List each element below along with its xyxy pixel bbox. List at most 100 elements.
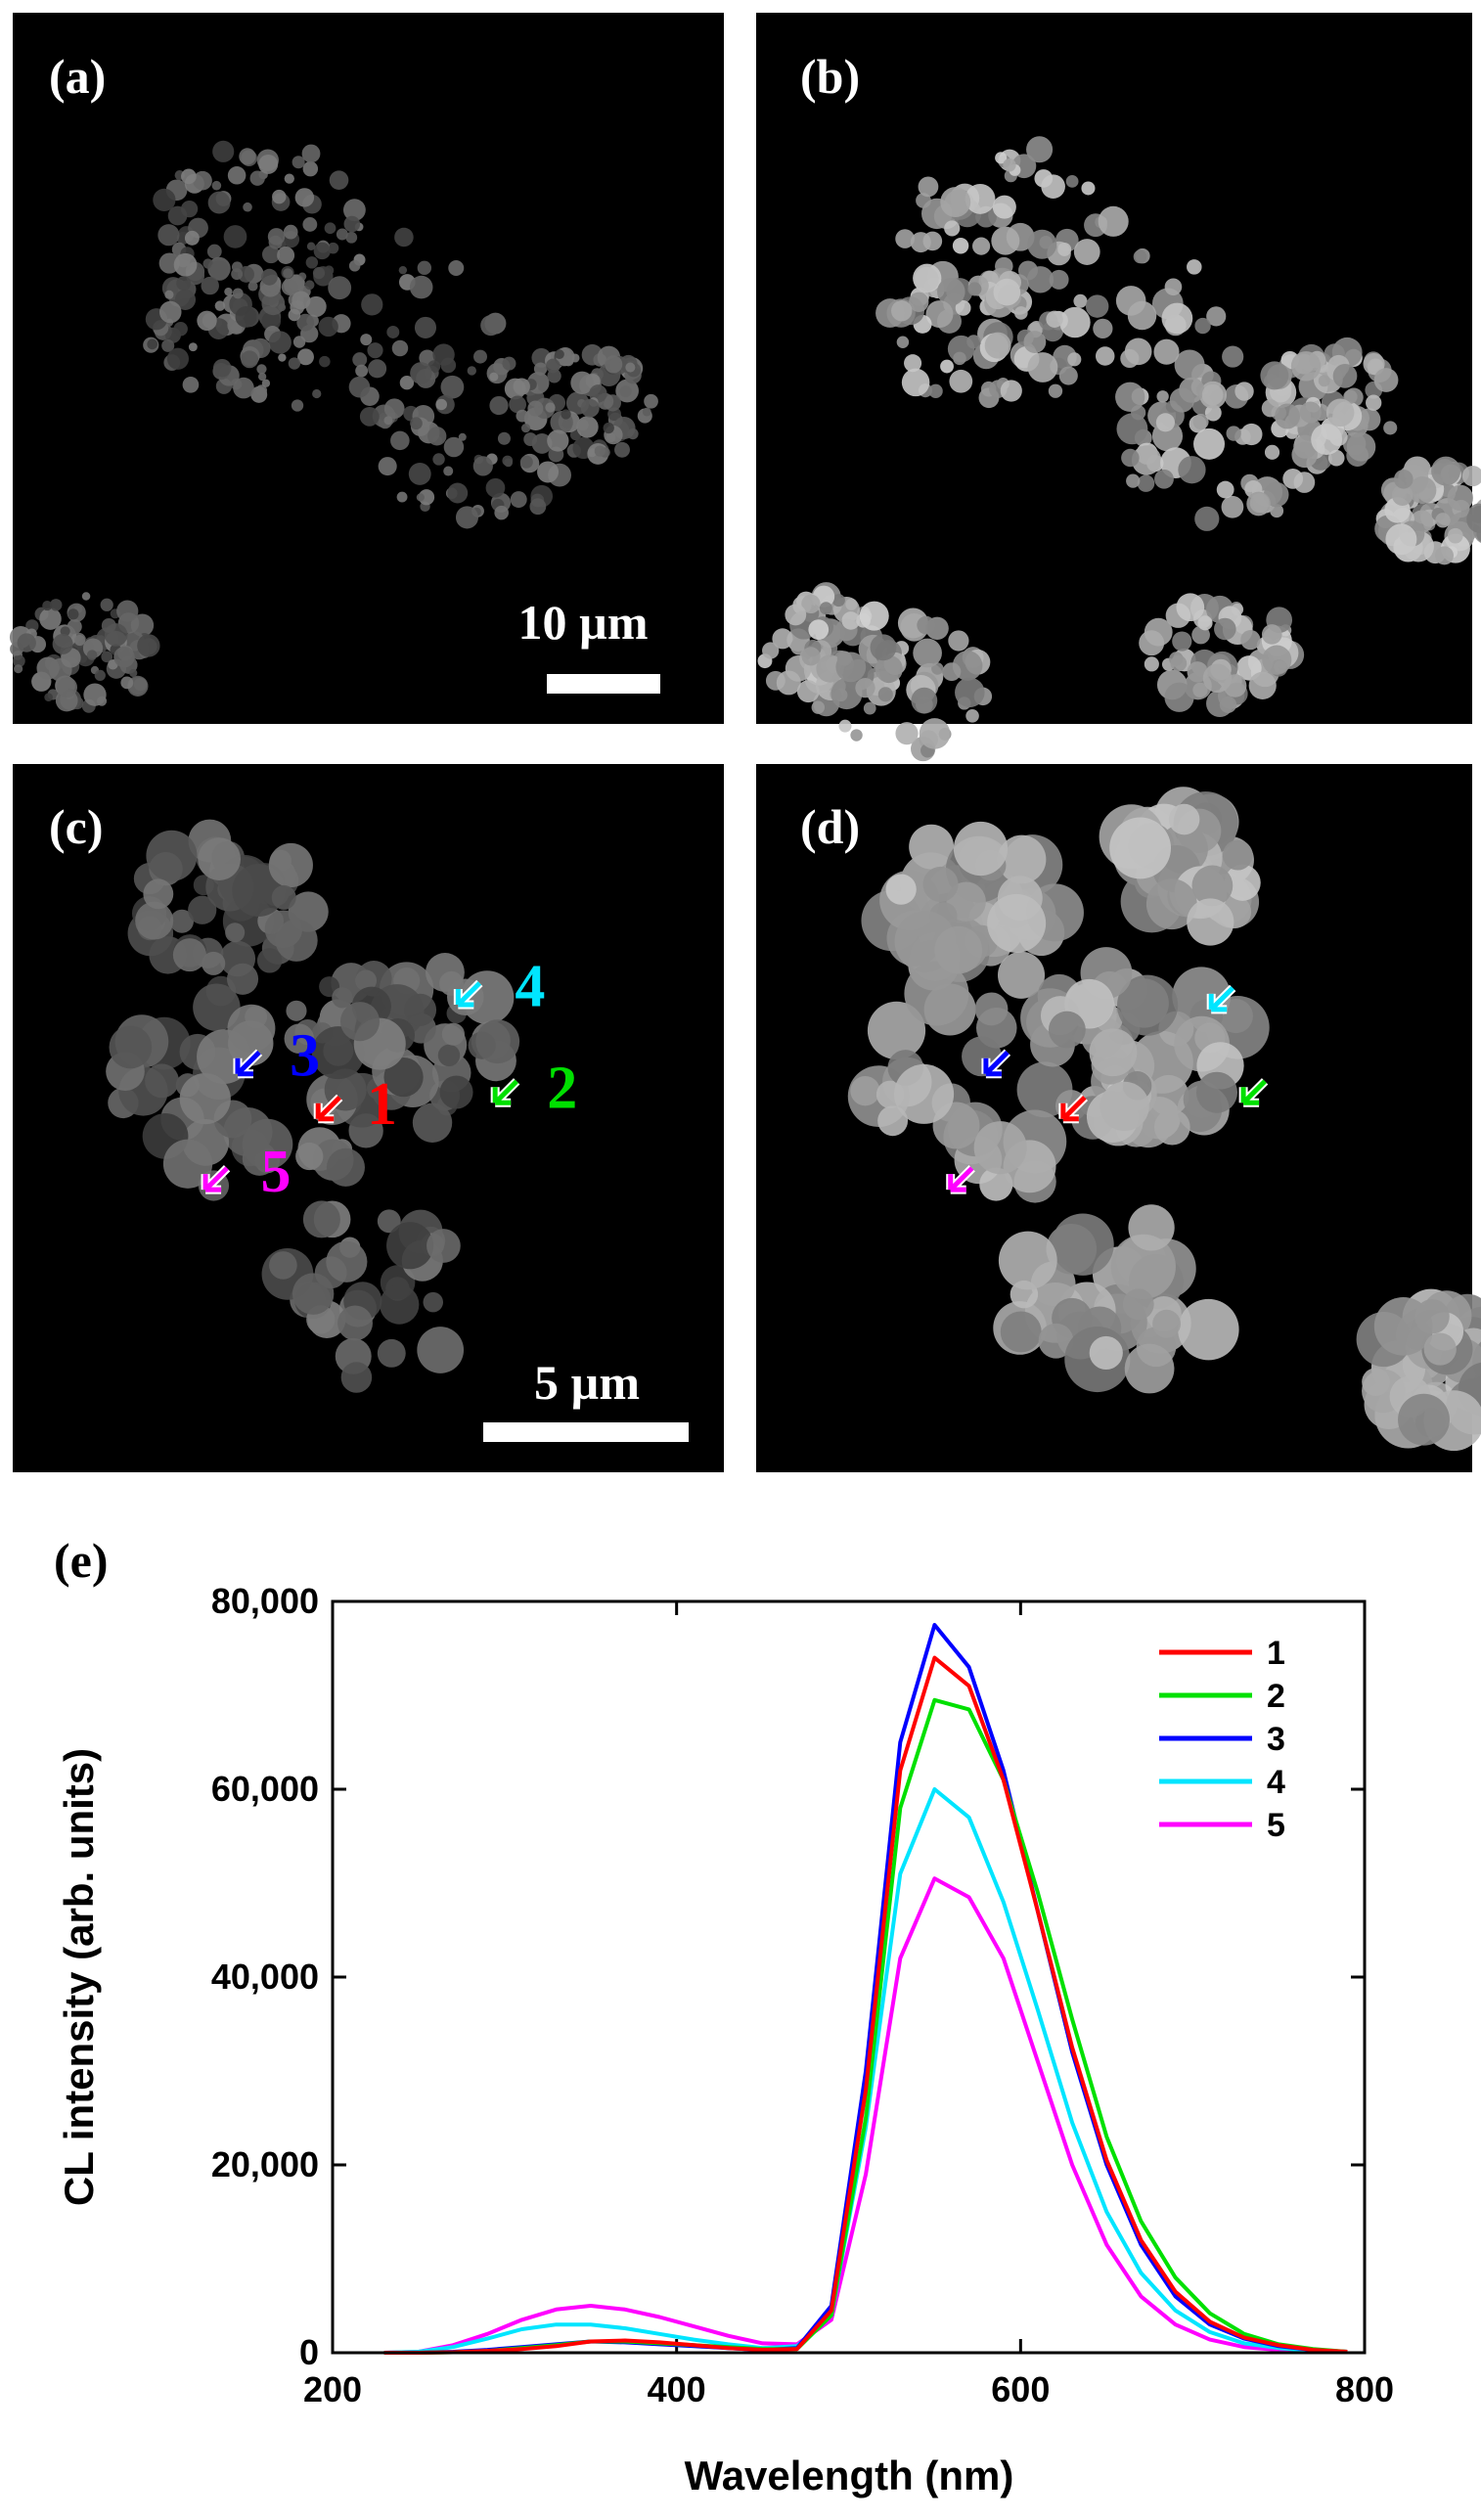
particle: [1435, 546, 1455, 565]
particle: [991, 226, 1020, 255]
particle: [243, 202, 252, 212]
particle: [292, 336, 306, 348]
particle: [277, 246, 295, 264]
particle: [288, 308, 301, 322]
particle: [169, 909, 194, 933]
particle: [261, 246, 281, 264]
particle: [850, 729, 863, 742]
particle: [1240, 630, 1261, 651]
particle: [1100, 1081, 1149, 1132]
particle: [184, 230, 200, 246]
particle: [1176, 593, 1205, 622]
particle: [520, 423, 531, 433]
particle: [348, 376, 371, 398]
particle: [949, 369, 973, 393]
particle: [113, 646, 135, 668]
particle: [1192, 414, 1209, 430]
particle: [324, 222, 337, 235]
particle: [516, 409, 529, 423]
particle: [955, 299, 971, 316]
particle: [472, 456, 493, 476]
particle: [944, 220, 961, 237]
particle: [1187, 259, 1202, 275]
particle: [264, 910, 303, 949]
particle: [294, 188, 315, 207]
particle: [326, 1148, 365, 1187]
particle: [404, 993, 437, 1026]
particle: [143, 878, 174, 910]
particle: [318, 316, 338, 338]
particle: [305, 295, 327, 317]
particle: [383, 1057, 424, 1098]
scale-bar-label: 5 µm: [534, 1355, 640, 1410]
particle: [1058, 366, 1078, 385]
particle: [439, 1075, 473, 1109]
particle: [877, 687, 893, 702]
particle: [891, 300, 913, 322]
particle: [380, 1284, 420, 1325]
particle: [1144, 656, 1159, 672]
particle: [1264, 444, 1280, 460]
particle: [1137, 474, 1155, 492]
particle: [100, 598, 113, 611]
particle: [101, 651, 113, 663]
legend-label: 4: [1267, 1764, 1285, 1801]
particle: [948, 630, 969, 652]
particle: [391, 339, 409, 357]
particle: [188, 895, 217, 924]
particle: [922, 231, 943, 251]
particle: [355, 364, 369, 378]
panel-label: (e): [54, 1533, 109, 1588]
particle: [172, 938, 206, 972]
particle: [1164, 682, 1194, 712]
particle: [292, 291, 311, 310]
particle: [173, 252, 198, 277]
particle: [1476, 526, 1481, 542]
particle: [625, 362, 636, 373]
particle: [904, 961, 969, 1026]
particle: [545, 402, 556, 413]
particle: [1311, 424, 1343, 456]
particle: [360, 334, 373, 346]
particle: [1431, 456, 1461, 486]
particle: [1155, 413, 1175, 432]
particle: [1194, 317, 1211, 335]
chart: 0 20,000 40,000 60,000 80,000 200 400 600 800 1 2 3…: [211, 1581, 1394, 2409]
particle: [925, 300, 954, 329]
particle: [808, 619, 830, 640]
particle: [288, 357, 301, 370]
particle: [67, 608, 79, 620]
particle: [291, 399, 304, 412]
legend-label: 1: [1267, 1635, 1285, 1672]
particle: [1290, 351, 1322, 382]
particle: [390, 430, 410, 451]
particle: [1116, 974, 1179, 1036]
marker-label: 2: [547, 1055, 577, 1121]
particle: [359, 406, 380, 427]
particle: [408, 463, 431, 485]
arrow: [983, 1050, 1010, 1077]
legend-label: 3: [1267, 1721, 1285, 1758]
particle: [418, 489, 435, 506]
particle: [202, 258, 213, 269]
particle: [1000, 380, 1022, 402]
particle: [440, 375, 465, 399]
particle: [1122, 1288, 1154, 1321]
markers: 1 2 3 4 5: [201, 954, 1269, 1205]
particle: [1197, 615, 1213, 631]
particle: [1187, 898, 1234, 946]
particle: [1398, 1393, 1450, 1446]
particle: [527, 400, 544, 417]
particle: [255, 384, 268, 396]
particle: [440, 357, 457, 374]
particle: [1169, 387, 1195, 413]
particle: [1170, 654, 1188, 672]
particle: [361, 293, 383, 316]
particle: [412, 1102, 453, 1143]
particle: [918, 176, 939, 198]
particle: [928, 383, 943, 398]
panel-label: (a): [49, 49, 106, 104]
particle: [801, 647, 821, 666]
particle: [394, 227, 414, 248]
